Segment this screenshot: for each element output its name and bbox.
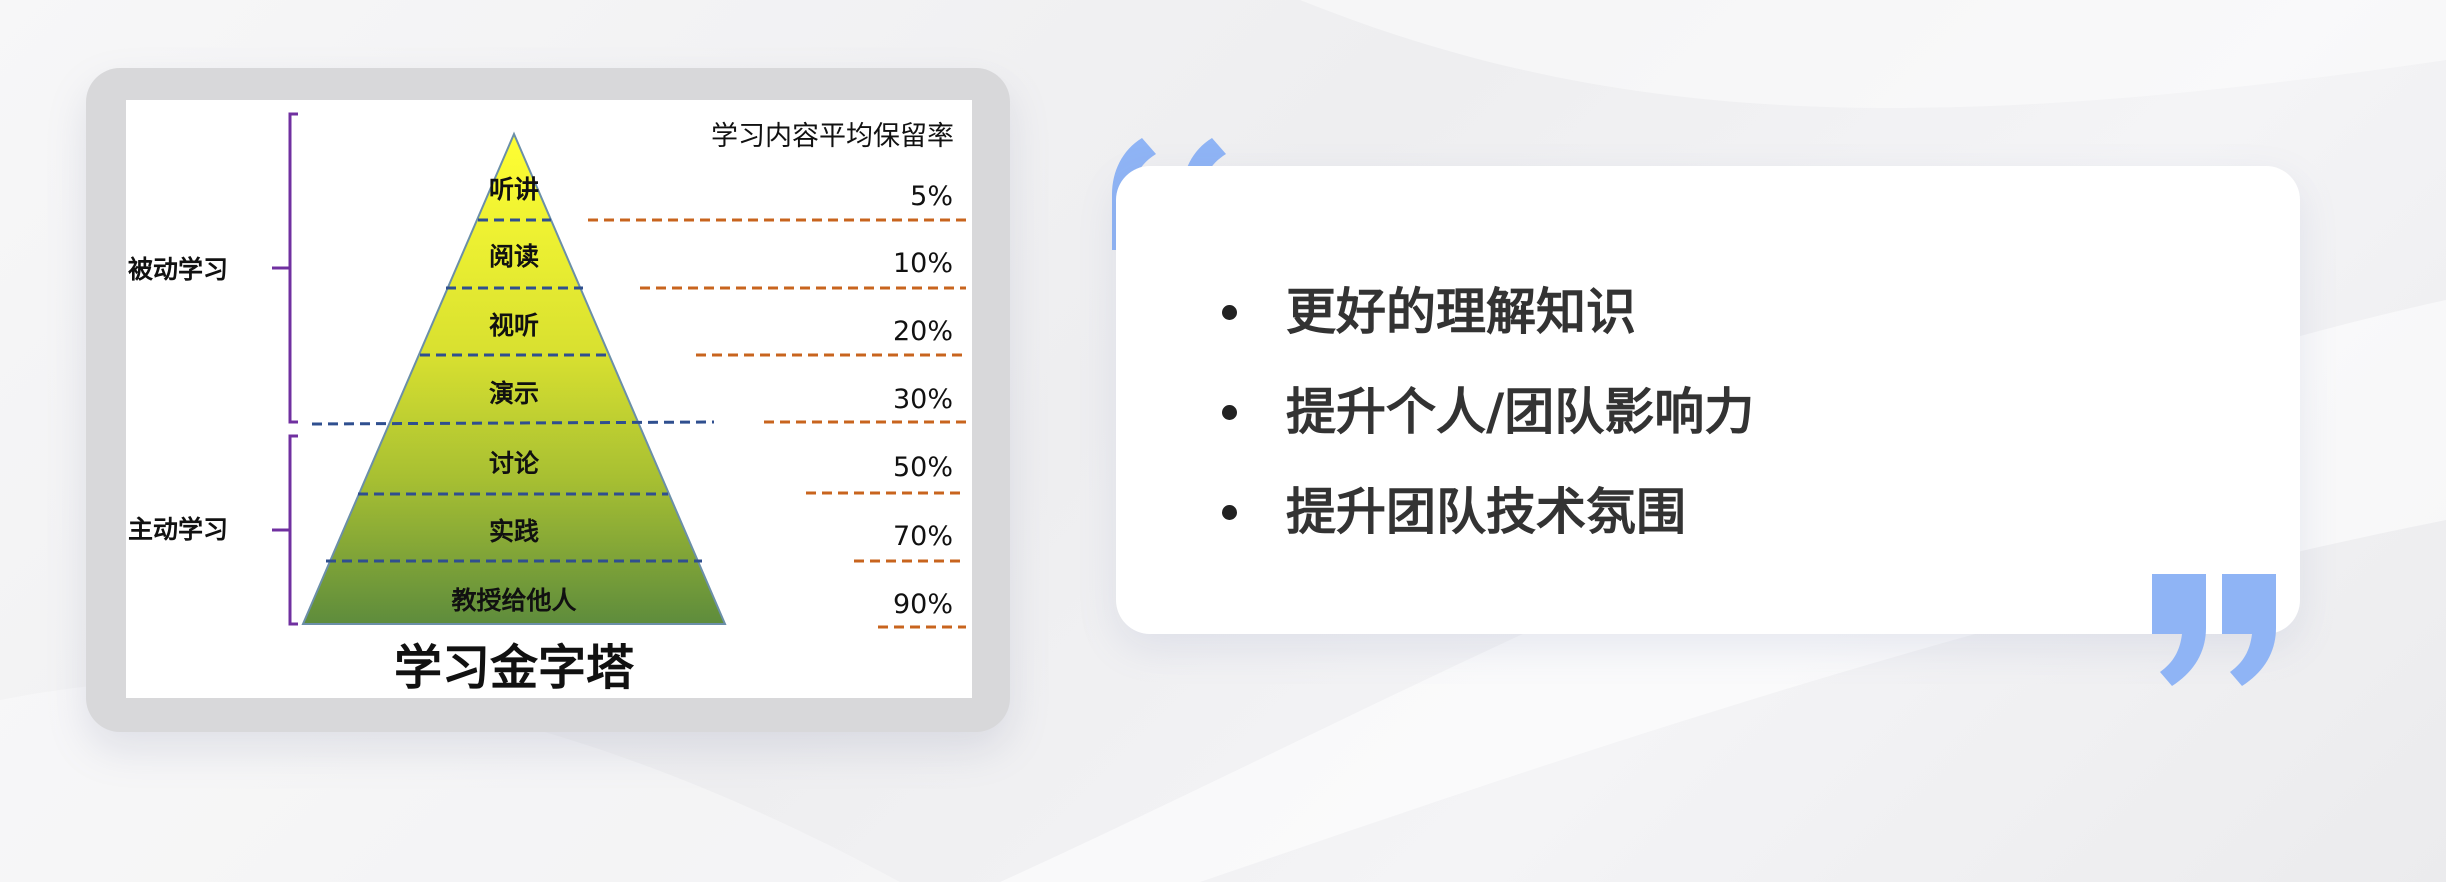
group-label-active: 主动学习 [128,515,228,544]
level-label-5: 讨论 [489,449,540,478]
learning-pyramid-image: 学习内容平均保留率 听讲 阅读 视听 演示 讨论 实践 教授给他人 5% 10%… [126,100,972,698]
level-label-1: 听讲 [489,175,539,204]
bracket-passive [272,112,298,424]
benefits-card: 更好的理解知识 提升个人/团队影响力 提升团队技术氛围 [1116,166,2300,634]
learning-pyramid-diagram: 学习内容平均保留率 听讲 阅读 视听 演示 讨论 实践 教授给他人 5% 10%… [128,112,966,696]
pyramid-shape [301,131,727,625]
bullet-icon [1222,405,1237,420]
retention-value-7: 90% [893,589,953,620]
retention-value-6: 70% [893,521,953,552]
retention-value-4: 30% [893,384,953,415]
retention-value-5: 50% [893,452,953,483]
level-label-2: 阅读 [489,242,539,271]
benefit-item-2: 提升个人/团队影响力 [1222,362,1754,462]
group-label-passive: 被动学习 [128,255,228,284]
retention-value-3: 20% [893,316,953,347]
diagram-title: 学习金字塔 [394,640,635,696]
benefit-text-3: 提升团队技术氛围 [1286,483,1686,541]
retention-value-2: 10% [893,248,953,279]
bullet-icon [1222,505,1237,520]
benefit-item-3: 提升团队技术氛围 [1222,462,1754,562]
level-divider-4 [311,420,715,426]
retention-header: 学习内容平均保留率 [711,121,954,152]
level-label-7: 教授给他人 [451,586,576,615]
benefit-item-1: 更好的理解知识 [1222,262,1754,362]
level-label-6: 实践 [489,517,539,546]
benefits-list: 更好的理解知识 提升个人/团队影响力 提升团队技术氛围 [1222,262,1754,562]
retention-value-1: 5% [910,181,953,212]
level-label-4: 演示 [489,379,539,408]
benefit-text-2: 提升个人/团队影响力 [1286,383,1755,441]
level-label-3: 视听 [489,311,539,340]
bullet-icon [1222,305,1237,320]
diagram-frame: 学习内容平均保留率 听讲 阅读 视听 演示 讨论 实践 教授给他人 5% 10%… [86,68,1010,732]
benefit-text-1: 更好的理解知识 [1286,283,1636,341]
bracket-active [272,434,298,626]
close-quote-icon [2152,574,2276,686]
